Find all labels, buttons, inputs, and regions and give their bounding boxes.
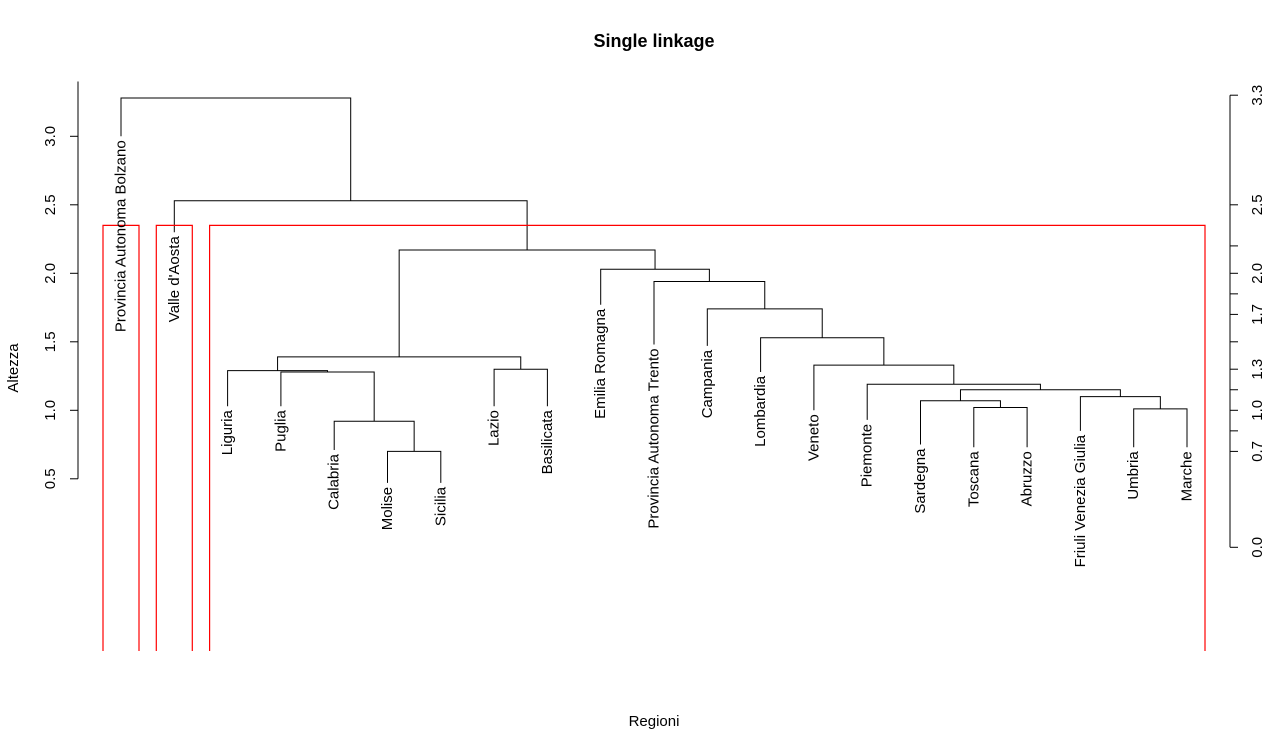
- x-axis-label: Regioni: [629, 713, 680, 730]
- dendrogram-merge: [653, 281, 766, 345]
- cluster-rectangle: [155, 224, 193, 651]
- dendrogram-merge: [387, 450, 442, 483]
- dendrogram-merge: [1133, 408, 1188, 448]
- right-axis-tick-label: 2.0: [1249, 263, 1266, 284]
- right-axis-tick-label: 2.5: [1249, 194, 1266, 215]
- leaf-label: Provincia Autonoma Trento: [646, 349, 663, 529]
- dendrogram-merge: [706, 308, 823, 346]
- leaf-label: Puglia: [272, 410, 289, 452]
- leaf-label: Molise: [379, 487, 396, 530]
- leaf-label: Abruzzo: [1019, 451, 1036, 506]
- dendrogram-merge: [600, 268, 710, 305]
- leaf-label: Liguria: [219, 410, 236, 456]
- cluster-rectangle: [209, 224, 1206, 651]
- dendrogram-merge: [120, 97, 352, 201]
- leaf-label: Piemonte: [859, 424, 876, 487]
- left-y-axis: 0.5 1.0 1.5 2.0 2.5 3.0: [42, 81, 79, 489]
- leaf-label: Emilia Romagna: [592, 308, 609, 419]
- leaf-label: Lazio: [486, 410, 503, 446]
- cluster-rectangle: [102, 224, 140, 651]
- right-axis-tick-label: 1.7: [1249, 304, 1266, 325]
- dendrogram-merge: [959, 389, 1121, 401]
- dendrogram-merge: [973, 407, 1028, 448]
- leaf-label: Valle d'Aosta: [166, 236, 183, 323]
- left-axis-tick-label: 2.0: [42, 263, 59, 284]
- leaf-labels: Provincia Autonoma Bolzano Valle d'Aosta L…: [113, 140, 1196, 567]
- dendrogram-merge: [398, 249, 656, 357]
- leaf-label: Basilicata: [539, 410, 556, 475]
- leaf-label: Marche: [1179, 451, 1196, 501]
- chart-title: Single linkage: [593, 31, 714, 51]
- right-axis-tick-label: 1.3: [1249, 359, 1266, 380]
- dendrogram-merge: [277, 356, 522, 371]
- leaf-label: Sardegna: [912, 448, 929, 514]
- right-axis-tick-label: 0.0: [1249, 537, 1266, 558]
- dendrogram-merge: [760, 337, 885, 372]
- dendrogram-merge: [333, 420, 415, 452]
- right-axis-tick-label: 1.0: [1249, 400, 1266, 421]
- leaf-label: Friuli Venezia Giulia: [1072, 434, 1089, 567]
- dendrogram-merge: [280, 371, 375, 422]
- right-axis-tick-label: 3.3: [1249, 85, 1266, 106]
- left-axis-tick-label: 2.5: [42, 194, 59, 215]
- leaf-label: Campania: [699, 349, 716, 418]
- leaf-label: Lombardia: [752, 375, 769, 447]
- dendrogram-merge: [1079, 396, 1161, 431]
- dendrogram-tree: [120, 97, 1188, 483]
- right-y-axis: 0.0 0.7 1.0 1.3 1.7 2.0 2.5 3.3: [1229, 85, 1266, 558]
- leaf-label: Veneto: [805, 414, 822, 461]
- leaf-label: Toscana: [965, 451, 982, 508]
- leaf-label: Sicilia: [432, 486, 449, 526]
- left-axis-tick-label: 1.0: [42, 400, 59, 421]
- dendrogram-merge: [813, 364, 955, 411]
- left-axis-tick-label: 1.5: [42, 331, 59, 352]
- dendrogram-merge: [493, 368, 548, 407]
- leaf-label: Provincia Autonoma Bolzano: [113, 140, 130, 332]
- leaf-label: Umbria: [1125, 451, 1142, 500]
- leaf-label: Calabria: [326, 453, 343, 510]
- left-axis-tick-label: 3.0: [42, 126, 59, 147]
- y-axis-label: Altezza: [5, 343, 22, 393]
- dendrogram-merge: [227, 370, 329, 407]
- left-axis-tick-label: 0.5: [42, 468, 59, 489]
- right-axis-tick-label: 0.7: [1249, 441, 1266, 462]
- cluster-rectangles: [102, 224, 1206, 651]
